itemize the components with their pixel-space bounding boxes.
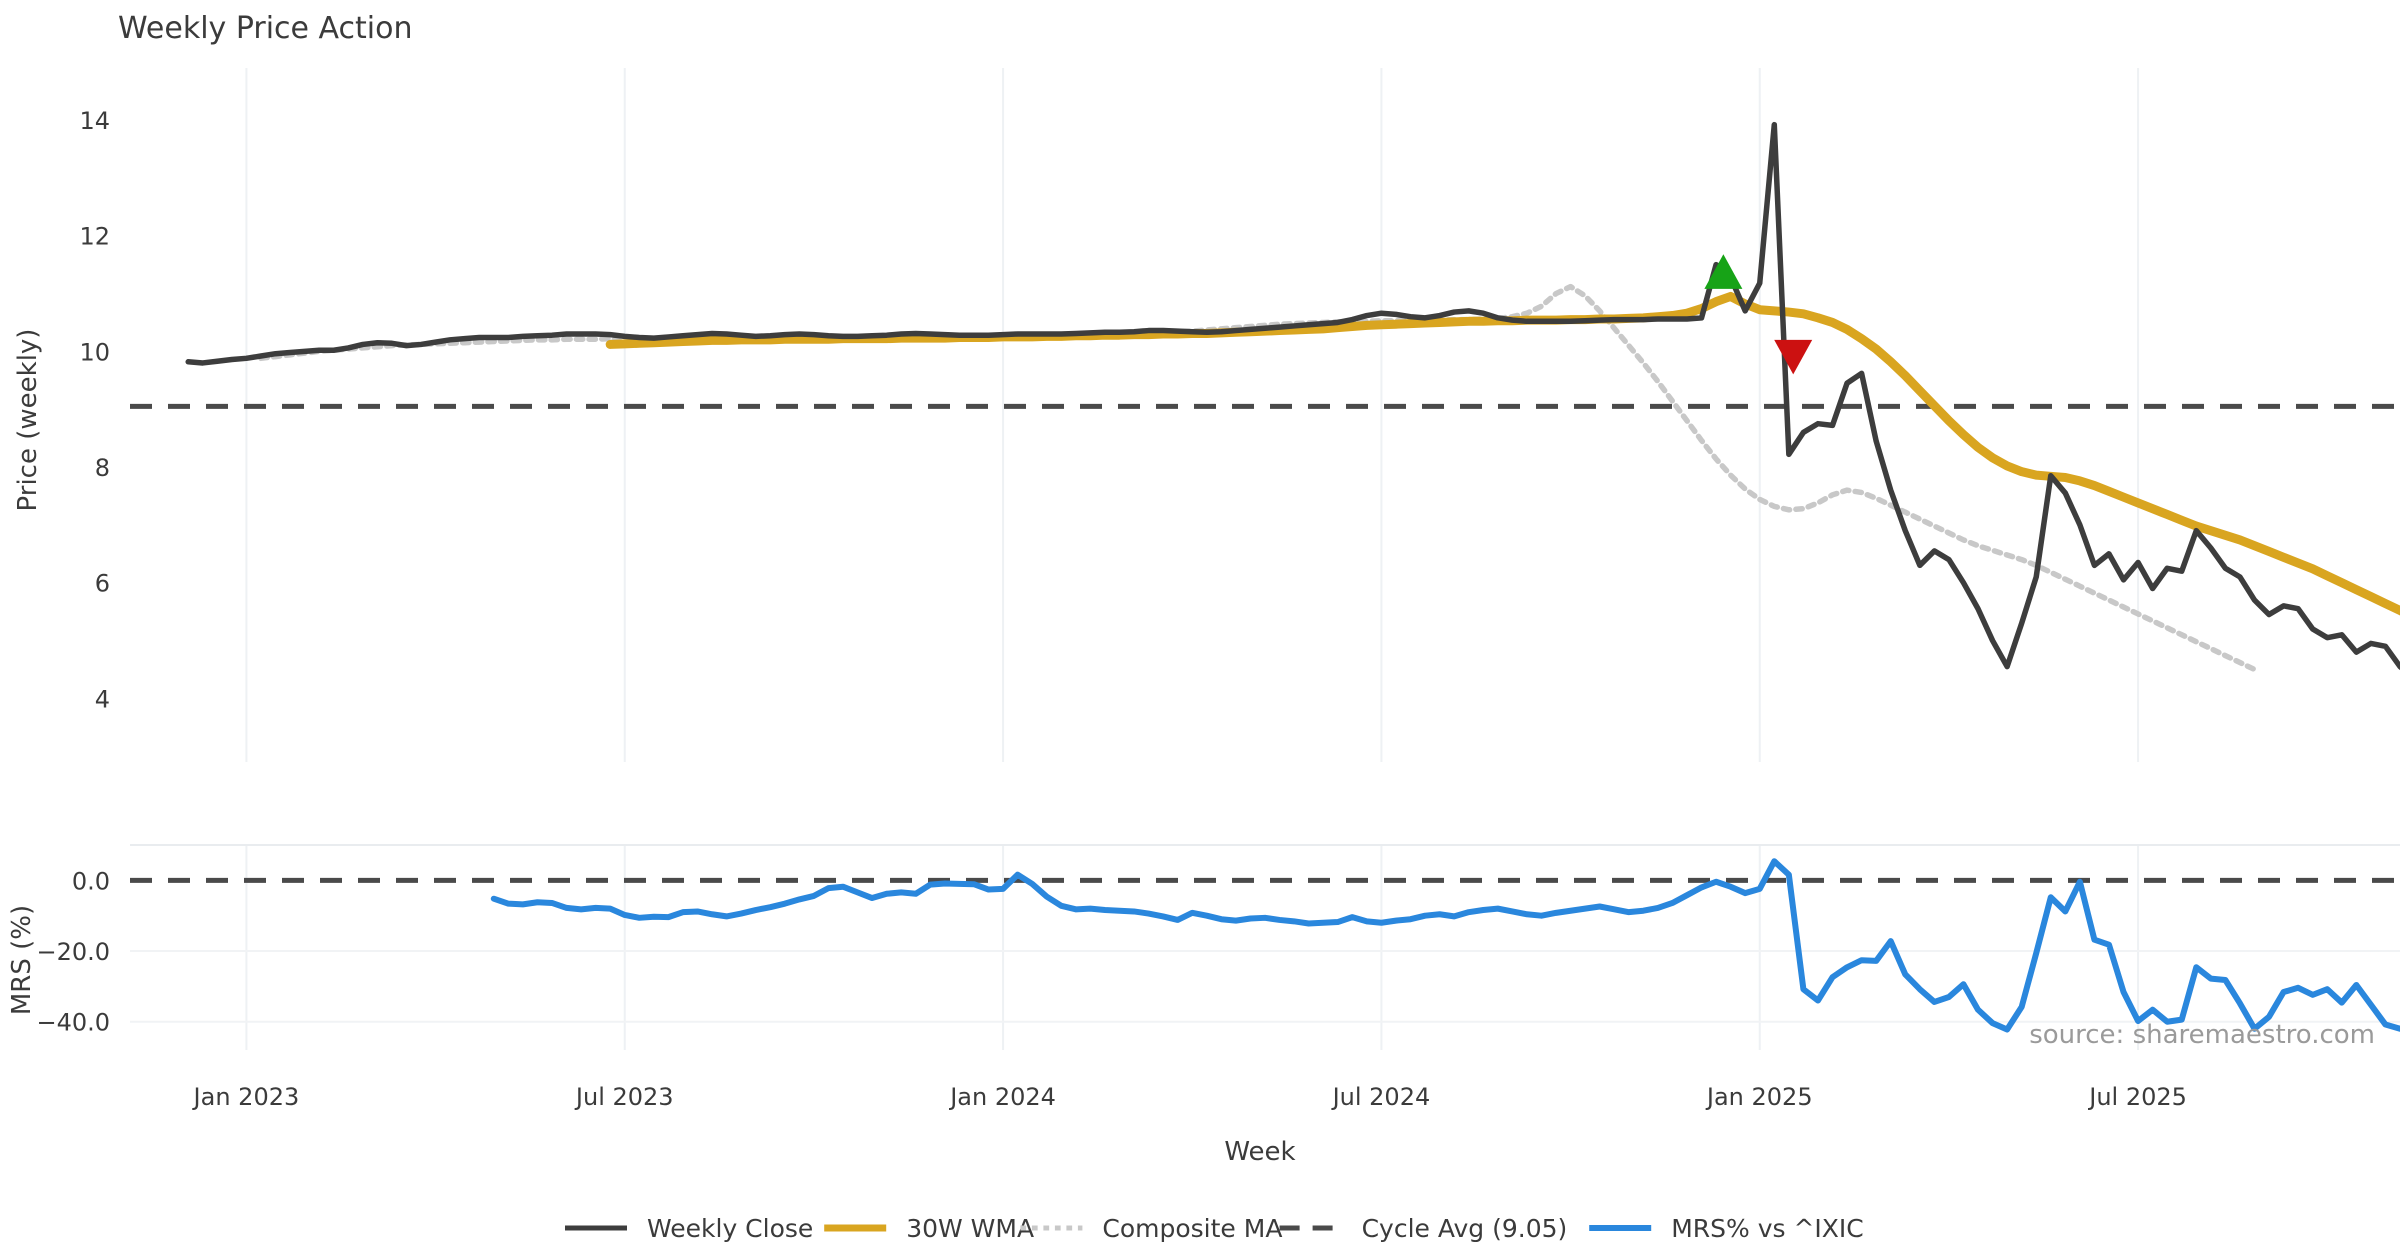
- x-tick-4: Jan 2025: [1705, 1083, 1813, 1111]
- mrs-axis-label: MRS (%): [7, 905, 37, 1015]
- signal-markers-group: [1704, 254, 1813, 375]
- mrs-ytick-1: −20.0: [36, 938, 110, 966]
- x-axis: Jan 2023 Jul 2023 Jan 2024 Jul 2024 Jan 2025…: [192, 1083, 2187, 1167]
- buy-signal-marker-0: [1704, 254, 1743, 289]
- price-ytick-1: 12: [79, 223, 110, 251]
- price-gridlines: [245, 68, 2140, 762]
- mrs-ytick-2: −40.0: [36, 1009, 110, 1037]
- price-ytick-2: 10: [79, 338, 110, 366]
- mrs-ytick-0: 0.0: [72, 867, 110, 895]
- price-ytick-0: 14: [79, 107, 110, 135]
- x-tick-3: Jul 2024: [1331, 1083, 1431, 1111]
- chart-legend: Weekly Close 30W WMA Composite MA Cycle Avg…: [565, 1214, 1864, 1243]
- price-axis-label: Price (weekly): [13, 329, 43, 512]
- price-panel: 14 12 10 8 6 4 Price (weekly): [13, 68, 2400, 762]
- x-tick-0: Jan 2023: [192, 1083, 300, 1111]
- x-tick-5: Jul 2025: [2087, 1083, 2187, 1111]
- mrs-series-group: [130, 858, 2400, 1033]
- price-ytick-5: 4: [95, 685, 110, 713]
- price-ytick-4: 6: [95, 570, 110, 598]
- mrs-panel: 0.0 −20.0 −40.0 MRS (%) source: sharemaest…: [7, 844, 2400, 1050]
- x-tick-2: Jan 2024: [948, 1083, 1056, 1111]
- series-composite-ma: [258, 283, 2258, 673]
- series-weekly-close: [185, 121, 2400, 671]
- series-mrs-vs-ixic: [490, 858, 2400, 1033]
- x-axis-label: Week: [1224, 1137, 1295, 1167]
- price-series-group: [130, 121, 2400, 673]
- mrs-gridlines: [130, 844, 2400, 1050]
- price-y-tick-labels: 14 12 10 8 6 4: [79, 107, 110, 713]
- source-watermark: source: sharemaestro.com: [2029, 1020, 2375, 1050]
- legend-label-1: 30W WMA: [906, 1214, 1034, 1243]
- x-tick-labels: Jan 2023 Jul 2023 Jan 2024 Jul 2024 Jan 2025…: [192, 1083, 2187, 1111]
- sell-signal-marker-1: [1774, 339, 1813, 375]
- legend-label-2: Composite MA: [1102, 1214, 1282, 1243]
- mrs-y-tick-labels: 0.0 −20.0 −40.0: [36, 867, 110, 1036]
- price-ytick-3: 8: [95, 454, 110, 482]
- legend-label-4: MRS% vs ^IXIC: [1671, 1214, 1864, 1243]
- x-tick-1: Jul 2023: [574, 1083, 674, 1111]
- page-title: Weekly Price Action: [118, 11, 413, 46]
- legend-label-0: Weekly Close: [647, 1214, 813, 1243]
- legend-label-3: Cycle Avg (9.05): [1362, 1214, 1568, 1243]
